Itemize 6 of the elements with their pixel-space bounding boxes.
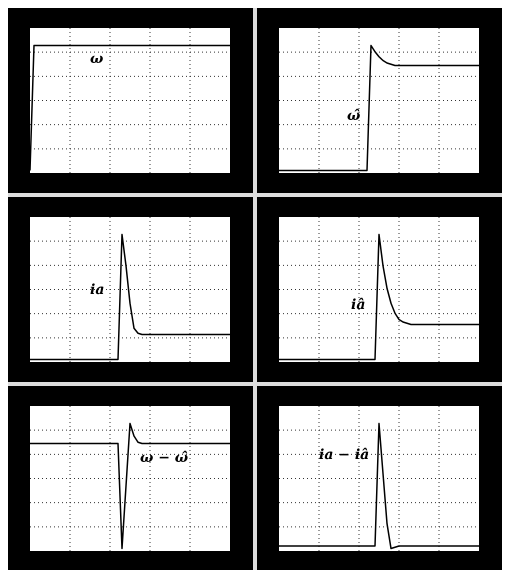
series-label: ia xyxy=(90,282,104,298)
series-label: ω xyxy=(90,51,104,68)
series-label: ω − ω̂ xyxy=(140,450,188,466)
series-label: ia − iâ xyxy=(319,446,370,463)
series-label: iâ xyxy=(351,296,366,313)
series-label: ω̂ xyxy=(347,108,360,124)
